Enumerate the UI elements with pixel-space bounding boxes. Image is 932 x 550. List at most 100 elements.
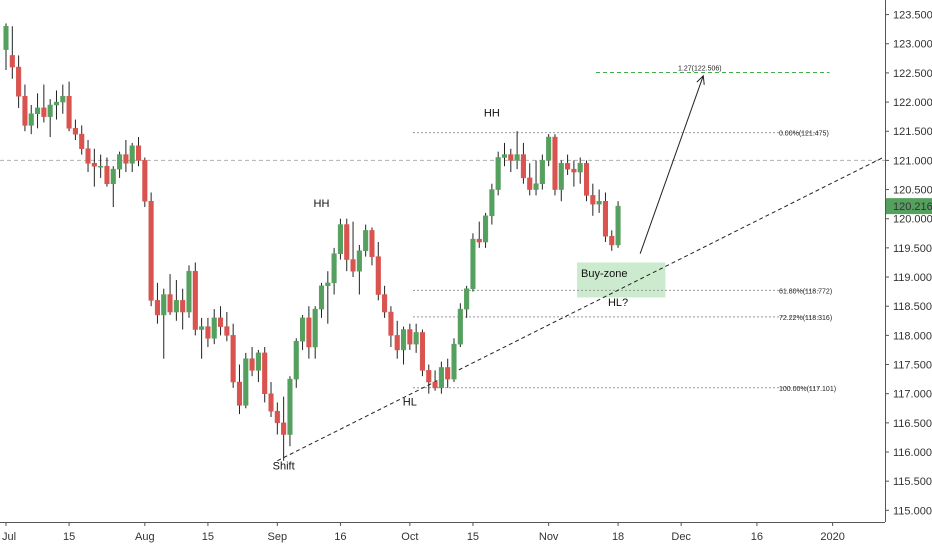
fib-level-label: 72.22%(118.316) <box>779 315 832 322</box>
candle-body <box>199 326 205 330</box>
candle-body <box>369 230 375 257</box>
candle-body <box>457 308 463 345</box>
price-tick-label: 119.500 <box>893 243 932 255</box>
candle-body <box>161 294 167 316</box>
time-tick-label: Dec <box>671 531 691 543</box>
time-tick-label: 15 <box>467 531 479 543</box>
price-tick-label: 120.000 <box>893 214 932 226</box>
candle-body <box>577 163 583 173</box>
candle-body <box>72 128 78 135</box>
candle-body <box>583 163 590 196</box>
time-tick-label: Aug <box>135 531 155 543</box>
candle-body <box>552 136 558 190</box>
price-tick-label: 118.500 <box>893 301 932 313</box>
candle-body <box>60 95 66 103</box>
price-tick-label: 115.500 <box>893 476 932 488</box>
price-tick-label: 116.500 <box>893 418 932 430</box>
fib-level-label: 0.00%(121.475) <box>779 131 829 138</box>
candle-body <box>142 160 148 202</box>
candle-body <box>483 215 489 243</box>
candle-body <box>394 335 400 351</box>
candle-body <box>53 101 60 106</box>
time-tick-label: Oct <box>401 531 418 543</box>
candle-body <box>230 335 236 383</box>
candle-body <box>41 107 47 117</box>
candle-body <box>262 352 268 394</box>
candle-body <box>356 250 362 272</box>
time-tick-label: 15 <box>202 531 214 543</box>
trendline[interactable] <box>277 157 884 462</box>
price-tick-label: 123.500 <box>893 10 932 22</box>
candle-body <box>407 329 413 345</box>
candle-body <box>167 294 173 313</box>
last-price-badge <box>886 198 932 215</box>
candle-body <box>489 189 495 217</box>
candle-body <box>300 317 306 342</box>
candle-body <box>596 200 602 205</box>
candle-body <box>287 378 293 435</box>
candle-body <box>602 200 609 237</box>
candle-body <box>382 294 388 313</box>
candle-body <box>413 332 419 345</box>
time-tick-label: 15 <box>63 531 75 543</box>
candle-body <box>236 381 243 406</box>
projection-arrow-head-icon <box>696 74 705 85</box>
price-tick-label: 120.500 <box>893 185 932 197</box>
annotation-label: Shift <box>273 461 295 473</box>
price-tick-label: 121.000 <box>893 155 932 167</box>
candle-body <box>571 168 577 173</box>
candle-body <box>186 270 192 313</box>
candle-body <box>451 343 457 380</box>
time-tick-label: 2020 <box>820 531 844 543</box>
candle-body <box>3 25 9 50</box>
candle-body <box>400 329 407 351</box>
price-tick-label: 117.500 <box>893 360 932 372</box>
candle-body <box>249 358 255 371</box>
candle-body <box>470 238 476 289</box>
candle-body <box>419 332 426 371</box>
time-tick-label: 16 <box>334 531 346 543</box>
candle-body <box>495 157 501 190</box>
projection-arrow-line[interactable] <box>639 75 704 254</box>
time-tick-label: Nov <box>539 531 559 543</box>
time-tick-label: 18 <box>612 531 624 543</box>
candle-body <box>211 317 217 339</box>
candle-body <box>609 235 615 246</box>
candle-body <box>306 317 312 348</box>
price-tick-label: 117.000 <box>893 389 932 401</box>
candle-body <box>533 183 539 190</box>
fib-level-label: 100.00%(117.101) <box>779 386 836 393</box>
time-tick-label: Jul <box>2 531 16 543</box>
candle-body <box>123 154 129 164</box>
candle-body <box>154 300 160 316</box>
time-tick-label: 16 <box>751 531 763 543</box>
buy-zone-box[interactable] <box>577 262 666 298</box>
candle-body <box>344 224 350 260</box>
annotation-label: HH <box>314 198 330 210</box>
candle-body <box>98 165 104 168</box>
candle-body <box>268 393 274 412</box>
price-tick-label: 118.000 <box>893 330 932 342</box>
candle-body <box>426 370 432 383</box>
candle-body <box>35 107 41 114</box>
candle-body <box>117 154 123 170</box>
candle-body <box>22 95 28 126</box>
candle-body <box>9 55 15 68</box>
candle-body <box>192 270 198 330</box>
annotation-label: HL <box>403 396 417 408</box>
candle-body <box>318 285 325 310</box>
candle-body <box>546 136 552 161</box>
candle-body <box>110 168 116 184</box>
candle-body <box>432 381 438 389</box>
annotation-label: Buy-zone <box>581 268 627 280</box>
price-tick-label: 122.500 <box>893 68 932 80</box>
candle-body <box>217 317 224 327</box>
price-tick-label: 119.000 <box>893 272 932 284</box>
candle-body <box>16 66 22 97</box>
candle-body <box>274 410 280 424</box>
price-tick-label: 123.000 <box>893 39 932 51</box>
fib-level-label: 61.80%(118.772) <box>779 288 832 295</box>
candle-body <box>438 367 444 389</box>
